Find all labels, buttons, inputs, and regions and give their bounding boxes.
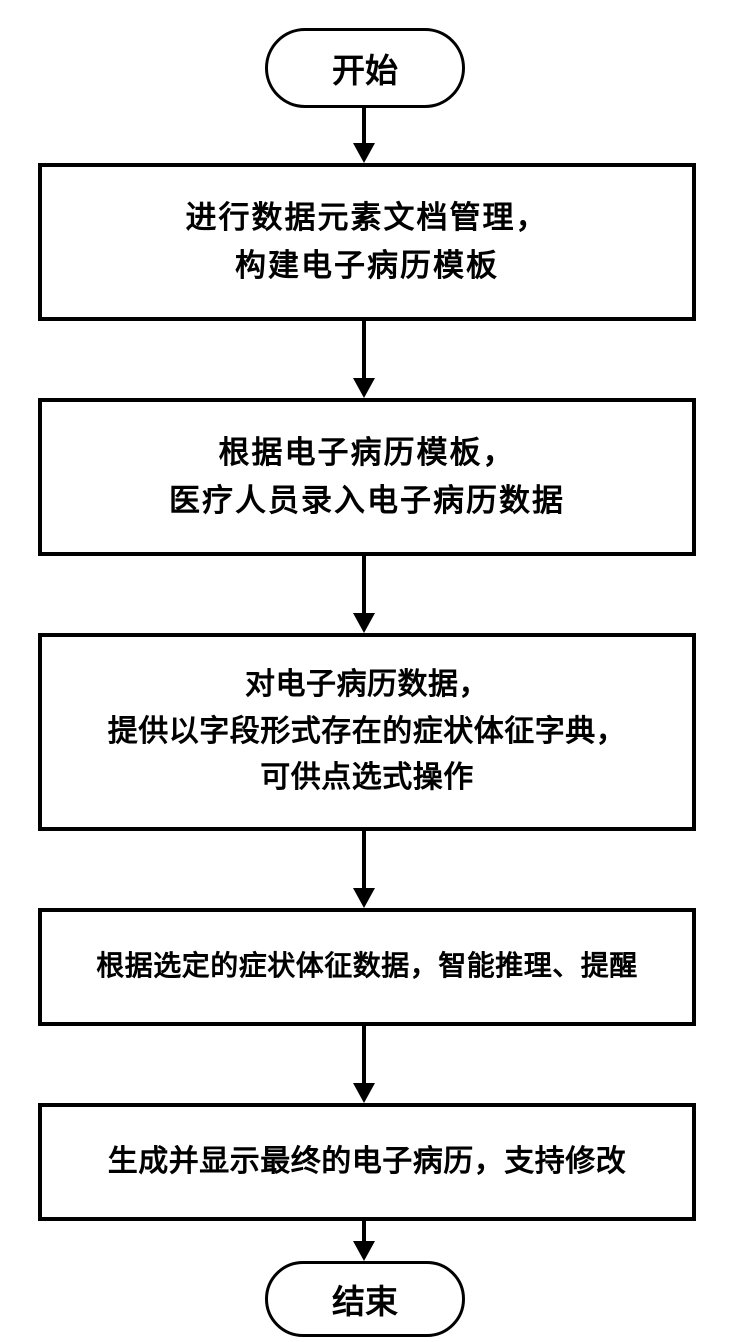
edge-p1-p2 bbox=[362, 321, 366, 378]
flowchart-canvas: 开始进行数据元素文档管理， 构建电子病历模板根据电子病历模板， 医疗人员录入电子… bbox=[0, 0, 733, 1342]
edge-p2-p3 bbox=[362, 556, 366, 613]
arrowhead-p3-p4 bbox=[353, 888, 375, 908]
arrowhead-p2-p3 bbox=[353, 613, 375, 633]
arrowhead-p1-p2 bbox=[353, 378, 375, 398]
edge-p4-p5 bbox=[362, 1026, 366, 1083]
node-p2: 根据电子病历模板， 医疗人员录入电子病历数据 bbox=[38, 398, 696, 556]
edge-p5-end bbox=[362, 1221, 366, 1241]
arrowhead-p4-p5 bbox=[353, 1083, 375, 1103]
edge-start-p1 bbox=[362, 108, 366, 143]
node-p1: 进行数据元素文档管理， 构建电子病历模板 bbox=[38, 163, 696, 321]
arrowhead-start-p1 bbox=[353, 143, 375, 163]
node-end: 结束 bbox=[265, 1261, 465, 1337]
node-p3: 对电子病历数据， 提供以字段形式存在的症状体征字典， 可供点选式操作 bbox=[38, 633, 696, 831]
node-p5: 生成并显示最终的电子病历，支持修改 bbox=[38, 1103, 696, 1221]
node-p4: 根据选定的症状体征数据，智能推理、提醒 bbox=[38, 908, 696, 1026]
arrowhead-p5-end bbox=[353, 1241, 375, 1261]
node-start: 开始 bbox=[265, 28, 465, 108]
edge-p3-p4 bbox=[362, 831, 366, 888]
